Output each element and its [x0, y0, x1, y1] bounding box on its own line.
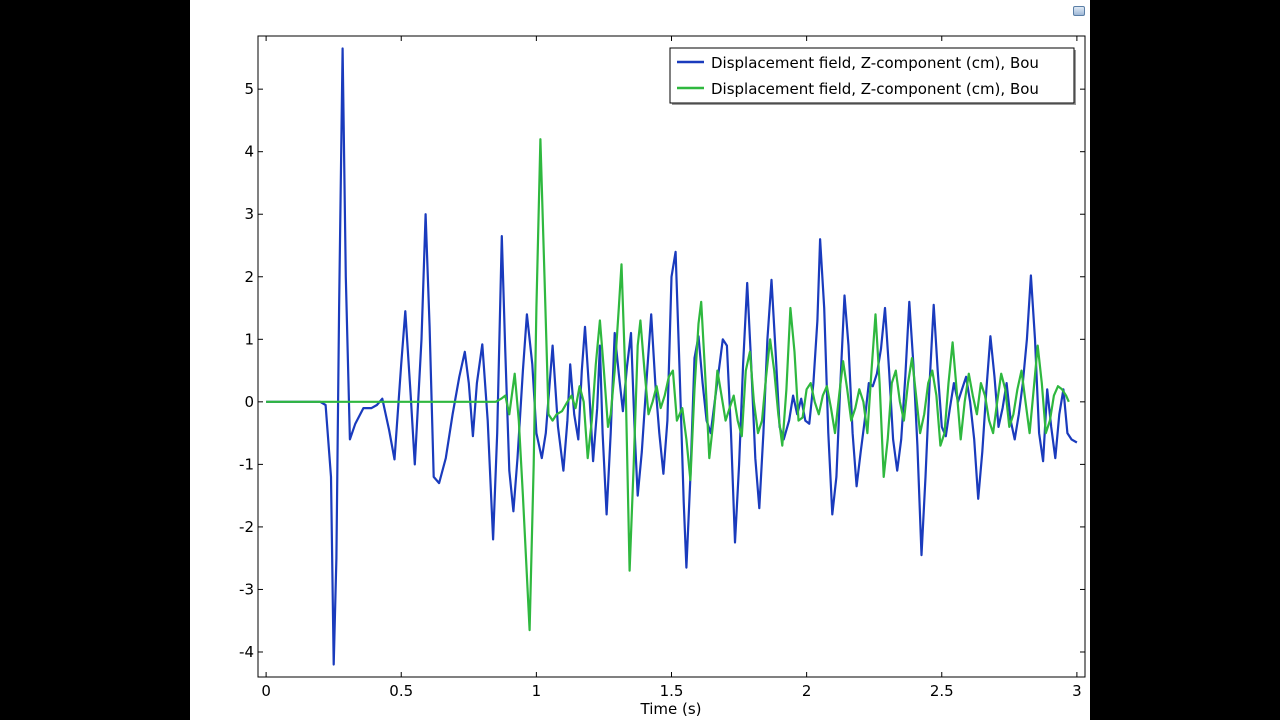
- x-tick-label: 3: [1072, 682, 1082, 700]
- y-tick-label: -2: [239, 518, 254, 536]
- y-tick-label: -1: [239, 455, 254, 473]
- y-tick-label: 3: [244, 205, 254, 223]
- x-tick-label: 1: [532, 682, 542, 700]
- legend-box: [669, 47, 1075, 104]
- y-tick-label: 5: [244, 80, 254, 98]
- image-icon[interactable]: [1073, 6, 1085, 16]
- plot-area: [258, 36, 1085, 677]
- legend-label-series-2: Displacement field, Z-component (cm), Bo…: [711, 80, 1039, 98]
- y-tick-label: 0: [244, 393, 254, 411]
- y-tick-label: 1: [244, 330, 254, 348]
- x-tick-label: 0.5: [389, 682, 413, 700]
- y-axis-tick-labels: -4 -3 -2 -1 0 1 2 3 4 5: [239, 80, 254, 661]
- line-chart: -4 -3 -2 -1 0 1 2 3 4 5 0 0.5 1 1.5 2 2.5 3 Time (s) Di…: [239, 35, 1086, 718]
- x-axis-title: Time (s): [640, 700, 702, 718]
- series-lines: [266, 47, 1078, 666]
- plot-frame: [257, 35, 1086, 678]
- y-tick-label: 2: [244, 268, 254, 286]
- y-tick-label: -4: [239, 643, 254, 661]
- x-tick-label: 1.5: [660, 682, 684, 700]
- tick-marks: [258, 36, 1085, 677]
- plot-window: -4 -3 -2 -1 0 1 2 3 4 5 0 0.5 1 1.5 2 2.5 3 Time (s) Di…: [190, 0, 1090, 720]
- x-tick-label: 2.5: [930, 682, 954, 700]
- x-tick-label: 2: [802, 682, 812, 700]
- y-tick-label: 4: [244, 143, 254, 161]
- series-line-2: [266, 138, 1070, 632]
- x-axis-tick-labels: 0 0.5 1 1.5 2 2.5 3: [261, 682, 1081, 700]
- legend: Displacement field, Z-component (cm), Bo…: [669, 47, 1076, 105]
- y-tick-label: -3: [239, 580, 254, 598]
- legend-label-series-1: Displacement field, Z-component (cm), Bo…: [711, 54, 1039, 72]
- x-tick-label: 0: [261, 682, 271, 700]
